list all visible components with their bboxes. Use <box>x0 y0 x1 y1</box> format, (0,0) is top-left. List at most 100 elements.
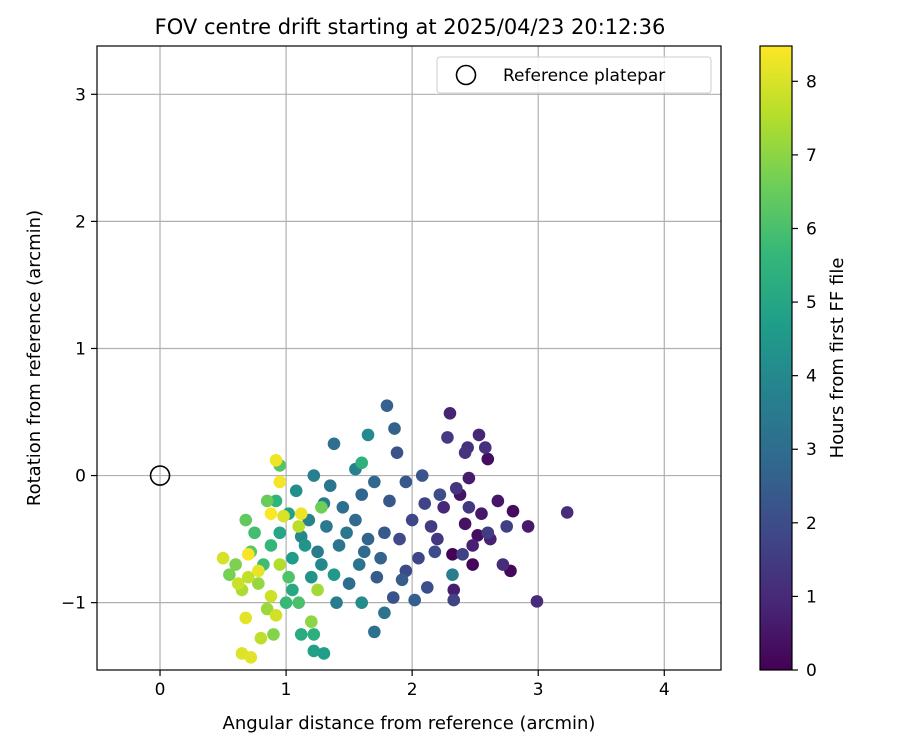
data-point <box>424 520 438 533</box>
reference-marker <box>149 465 171 486</box>
legend-label: Reference platepar <box>503 66 665 86</box>
data-point <box>412 551 425 565</box>
data-point <box>330 596 343 609</box>
data-point <box>231 577 245 590</box>
y-axis-label: Rotation from reference (arcmin) <box>24 210 45 506</box>
data-point <box>431 532 444 546</box>
data-point <box>530 595 544 608</box>
data-point <box>462 471 476 485</box>
data-point <box>286 583 299 597</box>
data-point <box>315 558 328 571</box>
data-point <box>395 573 409 587</box>
data-point <box>241 548 255 561</box>
data-point <box>441 431 454 444</box>
data-point <box>289 484 303 498</box>
data-point <box>408 593 421 607</box>
data-point <box>521 520 535 533</box>
colorbar-label: Hours from first FF file <box>827 258 848 459</box>
data-point <box>462 501 476 514</box>
data-point <box>241 570 255 584</box>
data-point <box>327 437 341 451</box>
data-point <box>361 532 375 546</box>
data-point <box>267 628 280 641</box>
data-point <box>560 506 574 519</box>
data-point <box>393 532 406 546</box>
data-point <box>481 452 495 466</box>
data-point <box>446 568 459 581</box>
data-point <box>399 475 413 489</box>
data-point <box>336 501 350 514</box>
reference-platepar-marker <box>149 465 171 486</box>
data-point <box>298 539 312 552</box>
data-point <box>447 583 461 597</box>
data-point <box>286 551 299 565</box>
data-point <box>315 501 328 514</box>
data-point <box>260 602 274 616</box>
data-point <box>273 526 287 540</box>
data-point <box>458 517 472 531</box>
data-point <box>415 469 429 482</box>
data-point <box>229 558 242 571</box>
data-point <box>305 570 318 584</box>
data-point <box>466 558 479 571</box>
x-tick-label-2: 2 <box>407 680 418 700</box>
data-point <box>311 583 324 597</box>
data-point <box>269 454 283 467</box>
data-point <box>449 481 463 495</box>
colorbar-tick-label-6: 6 <box>806 219 817 239</box>
data-point <box>292 596 305 609</box>
colorbar-tick-label-2: 2 <box>806 514 817 534</box>
data-point <box>252 577 265 590</box>
data-point <box>491 494 505 508</box>
data-point <box>269 609 283 622</box>
data-point <box>273 475 287 489</box>
colorbar: 0 1 2 3 4 5 6 7 8 Hours from first FF file <box>759 45 848 681</box>
data-point <box>437 501 450 514</box>
colorbar-tick-label-3: 3 <box>806 440 817 460</box>
data-point <box>500 520 513 533</box>
colorbar-ticks: 0 1 2 3 4 5 6 7 8 <box>792 72 817 681</box>
plot-frame <box>96 45 722 671</box>
x-tick-label-1: 1 <box>281 680 292 700</box>
data-point <box>323 479 337 493</box>
y-tick-label-4: 3 <box>75 85 86 105</box>
data-point <box>317 647 331 660</box>
data-point <box>383 494 396 508</box>
data-point <box>279 596 293 609</box>
x-tick-label-4: 4 <box>659 680 670 700</box>
y-tick-label-0: −1 <box>61 594 86 614</box>
data-point <box>374 551 387 565</box>
data-point <box>254 631 268 645</box>
data-point <box>458 446 472 459</box>
colorbar-gradient <box>759 45 793 671</box>
data-point <box>405 513 419 527</box>
y-tick-label-2: 1 <box>75 339 86 359</box>
data-point <box>472 428 486 442</box>
data-point <box>264 589 278 603</box>
data-point <box>386 591 400 604</box>
data-point <box>456 548 469 561</box>
data-point <box>252 564 265 578</box>
colorbar-tick-label-0: 0 <box>806 661 817 681</box>
data-point <box>327 568 341 581</box>
data-point <box>418 497 432 510</box>
data-point <box>277 509 290 523</box>
data-point <box>260 494 274 508</box>
data-point <box>294 507 308 520</box>
data-point <box>370 570 384 584</box>
y-axis-ticks: −1 0 1 2 3 <box>61 85 97 614</box>
data-point <box>264 539 278 552</box>
data-point <box>342 577 356 590</box>
data-point <box>388 422 401 435</box>
data-point <box>264 507 278 520</box>
data-point <box>368 625 381 639</box>
y-tick-label-3: 2 <box>75 212 86 232</box>
chart-title: FOV centre drift starting at 2025/04/23 … <box>155 15 666 39</box>
data-point <box>311 545 324 559</box>
data-point <box>305 615 318 629</box>
data-point <box>420 581 434 594</box>
data-point <box>481 526 495 540</box>
legend: Reference platepar <box>436 56 712 94</box>
data-point <box>475 507 488 520</box>
